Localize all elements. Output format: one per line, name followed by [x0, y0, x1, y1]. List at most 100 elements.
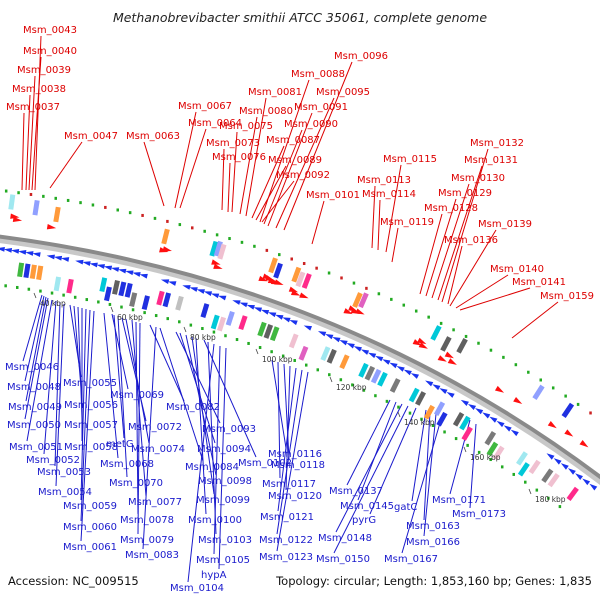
forward-gene-label[interactable]: Msm_0087: [266, 135, 320, 146]
forward-gene-label[interactable]: Msm_0076: [212, 152, 266, 163]
forward-gene-label[interactable]: Msm_0040: [23, 46, 77, 57]
reverse-gene-label[interactable]: Msm_0121: [260, 512, 314, 523]
forward-gene-label[interactable]: Msm_0088: [291, 69, 345, 80]
forward-gene-label[interactable]: Msm_0119: [380, 217, 434, 228]
reverse-gene-label[interactable]: Msm_0166: [406, 537, 460, 548]
reverse-gene-label[interactable]: Msm_0058: [64, 442, 118, 453]
reverse-gene-label[interactable]: Msm_0061: [63, 542, 117, 553]
reverse-gene-label[interactable]: Msm_0137: [329, 486, 383, 497]
reverse-gene-label[interactable]: Msm_0054: [38, 487, 92, 498]
kbp-tick: [397, 411, 401, 418]
reverse-gene-label[interactable]: Msm_0163: [406, 521, 460, 532]
reverse-gene-label[interactable]: Msm_0049: [8, 402, 62, 413]
forward-gene-label[interactable]: Msm_0038: [12, 84, 66, 95]
reverse-gene-label[interactable]: Msm_0078: [120, 515, 174, 526]
forward-gene-label[interactable]: Msm_0129: [438, 188, 492, 199]
reverse-gene-label[interactable]: Msm_0050: [7, 420, 61, 431]
reverse-gene-label[interactable]: Msm_0074: [131, 444, 185, 455]
forward-gene-arrow: [290, 289, 301, 296]
reverse-gene-label[interactable]: hypA: [201, 570, 227, 581]
forward-gene-label[interactable]: Msm_0139: [478, 219, 532, 230]
forward-gene-label[interactable]: Msm_0089: [268, 155, 322, 166]
reverse-gene-label[interactable]: Msm_0145: [340, 501, 394, 512]
forward-gene-label[interactable]: Msm_0092: [276, 170, 330, 181]
reverse-gene-arrow: [510, 429, 519, 437]
reverse-gene-label[interactable]: Msm_0055: [63, 378, 117, 389]
gc-dot: [178, 320, 181, 324]
reverse-gene-label[interactable]: Msm_0069: [110, 390, 164, 401]
reverse-gene-label[interactable]: Msm_0046: [5, 362, 59, 373]
reverse-gene-label[interactable]: Msm_0052: [26, 455, 80, 466]
reverse-gene-label[interactable]: Msm_0120: [268, 491, 322, 502]
forward-gene-label[interactable]: Msm_0114: [362, 189, 416, 200]
forward-gene-label[interactable]: Msm_0063: [126, 131, 180, 142]
forward-gene-label[interactable]: Msm_0140: [490, 264, 544, 275]
reverse-gene-label[interactable]: metG: [106, 439, 134, 450]
forward-gene-label[interactable]: Msm_0101: [306, 190, 360, 201]
forward-gene-label[interactable]: Msm_0159: [540, 291, 594, 302]
reverse-gene-label[interactable]: Msm_0150: [316, 554, 370, 565]
forward-gene-label[interactable]: Msm_0043: [23, 25, 77, 36]
reverse-gene-leader: [24, 295, 45, 382]
reverse-gene-label[interactable]: Msm_0103: [198, 535, 252, 546]
forward-gene-label[interactable]: Msm_0130: [451, 173, 505, 184]
forward-gene-label[interactable]: Msm_0115: [383, 154, 437, 165]
reverse-gene-label[interactable]: Msm_0057: [64, 420, 118, 431]
forward-gene-label[interactable]: Msm_0095: [316, 87, 370, 98]
forward-gene-label[interactable]: Msm_0128: [424, 203, 478, 214]
reverse-gene-label[interactable]: gatC: [394, 502, 417, 513]
reverse-gene-label[interactable]: Msm_0060: [63, 522, 117, 533]
forward-gene-label[interactable]: Msm_0136: [444, 235, 498, 246]
forward-gene-label[interactable]: Msm_0037: [6, 102, 60, 113]
forward-gene-label[interactable]: Msm_0039: [17, 65, 71, 76]
topology-text: Topology: circular; Length: 1,853,160 bp…: [275, 574, 592, 588]
reverse-gene-label[interactable]: Msm_0093: [202, 424, 256, 435]
reverse-gene-label[interactable]: Msm_0104: [170, 583, 224, 594]
reverse-gene-label[interactable]: Msm_0105: [196, 555, 250, 566]
reverse-gene-label[interactable]: Msm_0094: [197, 444, 251, 455]
reverse-gene-label[interactable]: Msm_0173: [452, 509, 506, 520]
forward-gene-label[interactable]: Msm_0075: [219, 121, 273, 132]
reverse-gene-label[interactable]: Msm_0079: [120, 535, 174, 546]
forward-gene-label[interactable]: Msm_0081: [248, 87, 302, 98]
forward-gene-label[interactable]: Msm_0067: [178, 101, 232, 112]
forward-gene-label[interactable]: Msm_0080: [239, 106, 293, 117]
reverse-gene-label[interactable]: Msm_0099: [196, 495, 250, 506]
reverse-gene-label[interactable]: Msm_0122: [259, 535, 313, 546]
reverse-gene-label[interactable]: Msm_0084: [185, 462, 239, 473]
reverse-gene-label[interactable]: Msm_0117: [262, 479, 316, 490]
forward-gene-label[interactable]: Msm_0141: [512, 277, 566, 288]
reverse-gene-label[interactable]: Msm_0102: [238, 458, 292, 469]
reverse-gene-label[interactable]: Msm_0118: [271, 460, 325, 471]
reverse-gene-label[interactable]: Msm_0171: [432, 495, 486, 506]
reverse-gene-label[interactable]: Msm_0056: [64, 400, 118, 411]
forward-gene-label[interactable]: Msm_0096: [334, 51, 388, 62]
reverse-gene-label[interactable]: Msm_0059: [63, 501, 117, 512]
forward-gene-label[interactable]: Msm_0131: [464, 155, 518, 166]
reverse-gene-label[interactable]: Msm_0070: [109, 478, 163, 489]
kbp-tick: [528, 488, 532, 495]
reverse-gene-label[interactable]: Msm_0123: [259, 552, 313, 563]
reverse-gene-label[interactable]: Msm_0148: [318, 533, 372, 544]
reverse-gene-label[interactable]: Msm_0167: [384, 554, 438, 565]
forward-gene-label[interactable]: Msm_0132: [470, 138, 524, 149]
reverse-gene-label[interactable]: Msm_0072: [128, 422, 182, 433]
reverse-gene-label[interactable]: Msm_0068: [100, 459, 154, 470]
reverse-gene-label[interactable]: Msm_0077: [128, 497, 182, 508]
reverse-gene-label[interactable]: pyrG: [352, 515, 376, 526]
forward-gene-label[interactable]: Msm_0091: [294, 102, 348, 113]
reverse-gene-label[interactable]: Msm_0098: [198, 476, 252, 487]
forward-gene-label[interactable]: Msm_0064: [188, 118, 242, 129]
reverse-gene-label[interactable]: Msm_0048: [7, 382, 61, 393]
reverse-gene-label[interactable]: Msm_0082: [166, 402, 220, 413]
reverse-gene-label[interactable]: Msm_0083: [125, 550, 179, 561]
forward-gene-label[interactable]: Msm_0073: [206, 138, 260, 149]
forward-gene-label[interactable]: Msm_0113: [357, 175, 411, 186]
reverse-gene-label[interactable]: Msm_0116: [268, 449, 322, 460]
reverse-gene-label[interactable]: Msm_0051: [9, 442, 63, 453]
gc-dot: [247, 341, 250, 345]
reverse-gene-label[interactable]: Msm_0053: [37, 467, 91, 478]
reverse-gene-label[interactable]: Msm_0100: [188, 515, 242, 526]
forward-gene-label[interactable]: Msm_0047: [64, 131, 118, 142]
forward-gene-label[interactable]: Msm_0090: [284, 119, 338, 130]
